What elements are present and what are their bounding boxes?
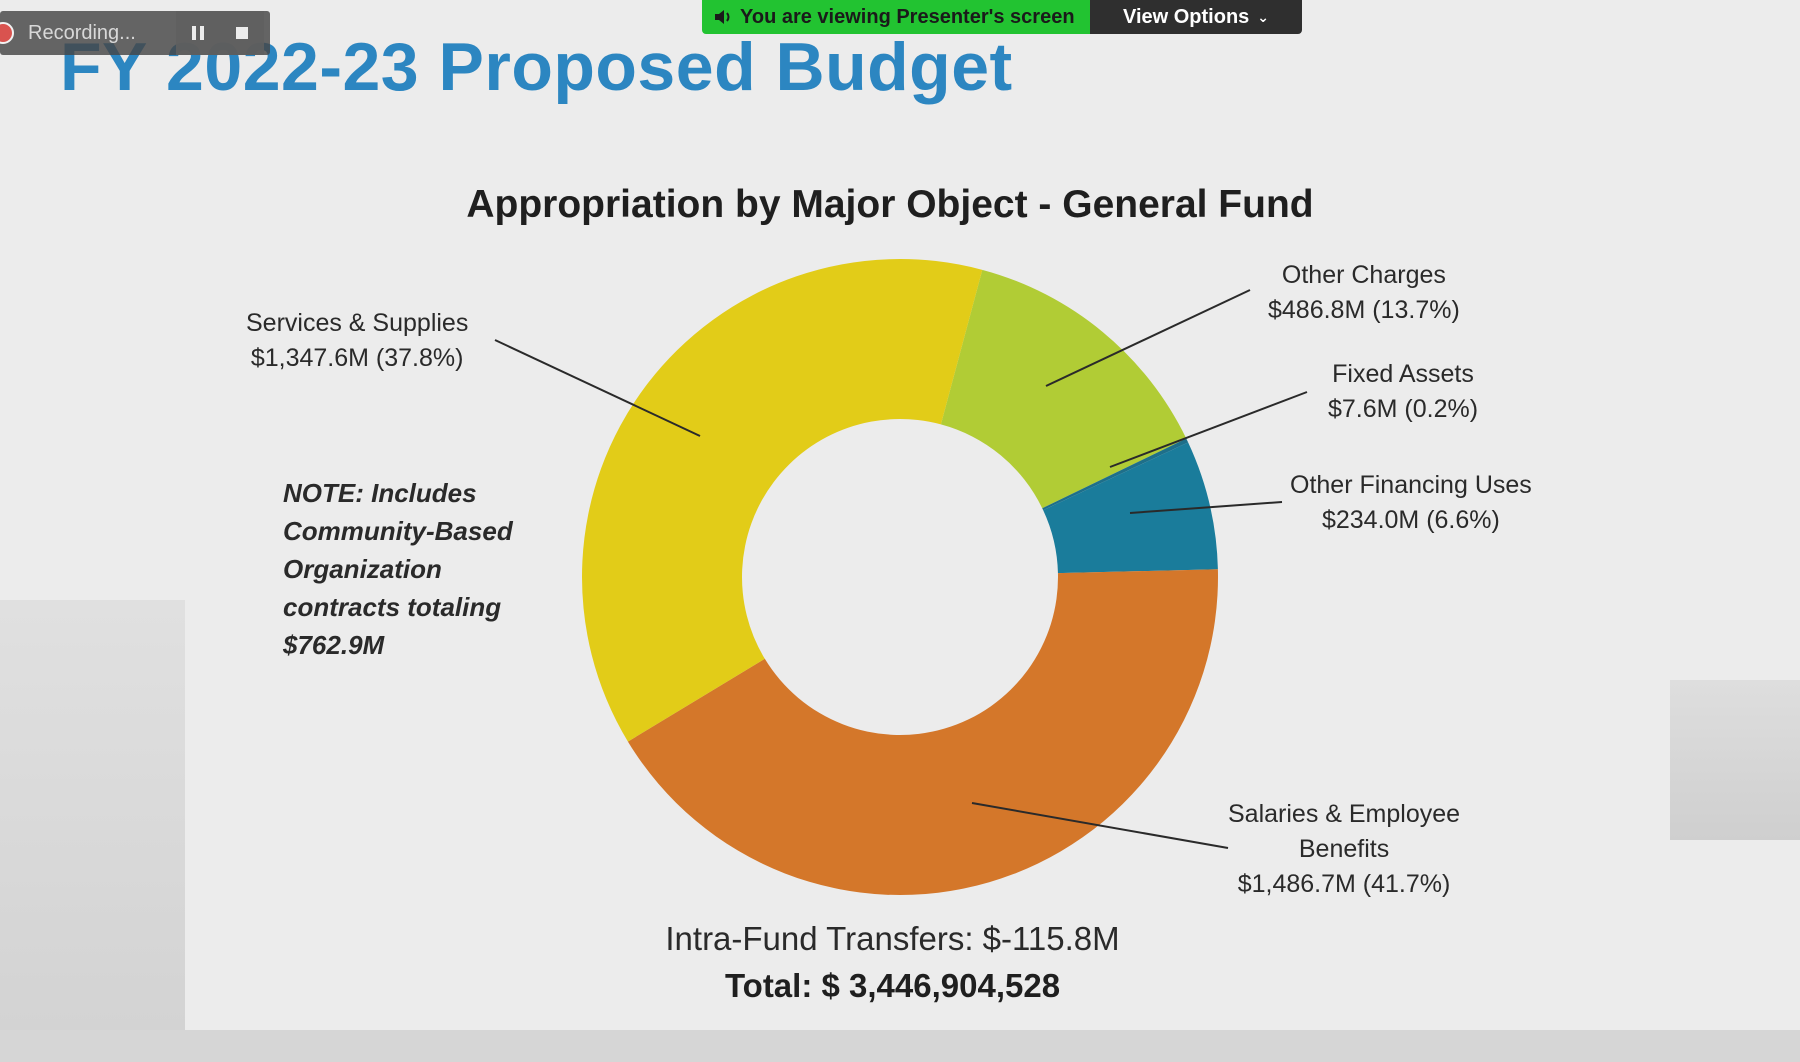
label-salaries-name-1: Salaries & Employee bbox=[1228, 800, 1461, 828]
label-other-charges: Other Charges $486.8M (13.7%) bbox=[1268, 258, 1460, 328]
view-options-button[interactable]: View Options ⌄ bbox=[1090, 0, 1302, 34]
chart-title: Appropriation by Major Object - General … bbox=[466, 183, 1314, 226]
label-fixed-assets-value: $7.6M (0.2%) bbox=[1328, 395, 1479, 423]
view-options-label: View Options bbox=[1122, 5, 1250, 28]
slice-services-supplies bbox=[581, 259, 983, 742]
label-services-value: $1,347.6M (37.8%) bbox=[250, 344, 464, 372]
chevron-down-icon: ⌄ bbox=[1257, 8, 1270, 25]
record-icon bbox=[0, 22, 14, 44]
label-services-name: Services & Supplies bbox=[246, 309, 469, 337]
label-salaries-benefits: Salaries & Employee Benefits $1,486.7M (… bbox=[1228, 797, 1460, 902]
label-fixed-assets-name: Fixed Assets bbox=[1332, 360, 1474, 388]
slice-salaries-employee-benefits bbox=[627, 569, 1218, 895]
label-other-financing-name: Other Financing Uses bbox=[1290, 471, 1532, 499]
stop-recording-button[interactable] bbox=[220, 11, 264, 55]
leader-line-services bbox=[494, 339, 701, 437]
pause-recording-button[interactable] bbox=[176, 11, 220, 55]
slice-other-financing-uses bbox=[1043, 442, 1218, 574]
label-other-financing: Other Financing Uses $234.0M (6.6%) bbox=[1290, 468, 1532, 538]
label-services-supplies: Services & Supplies $1,347.6M (37.8%) bbox=[246, 306, 468, 376]
label-other-charges-value: $486.8M (13.7%) bbox=[1268, 296, 1460, 324]
leader-line-other-financing bbox=[1129, 501, 1283, 514]
backdrop-right bbox=[1670, 680, 1800, 840]
leader-line-other-charges bbox=[1045, 289, 1251, 387]
label-fixed-assets: Fixed Assets $7.6M (0.2%) bbox=[1328, 357, 1478, 427]
intra-fund-transfers: Intra-Fund Transfers: $-115.8M bbox=[665, 920, 1120, 957]
leader-line-salaries bbox=[971, 802, 1229, 849]
backdrop-left bbox=[0, 600, 185, 1062]
label-salaries-value: $1,486.7M (41.7%) bbox=[1237, 870, 1451, 898]
leader-line-fixed-assets bbox=[1109, 391, 1308, 468]
viewing-banner: You are viewing Presenter's screen bbox=[702, 0, 1090, 34]
slice-fixed-assets bbox=[1042, 438, 1189, 511]
backdrop-bottom bbox=[0, 1030, 1800, 1062]
recording-toolbar: Recording... bbox=[0, 11, 270, 55]
cbo-note: NOTE: Includes Community-Based Organizat… bbox=[283, 478, 513, 660]
total-amount: Total: $ 3,446,904,528 bbox=[724, 967, 1061, 1004]
label-salaries-name-2: Benefits bbox=[1298, 835, 1390, 863]
stop-icon bbox=[236, 27, 248, 39]
recording-status: Recording... bbox=[28, 21, 136, 44]
pause-icon bbox=[192, 26, 204, 40]
slice-other-charges bbox=[940, 269, 1187, 509]
label-other-charges-name: Other Charges bbox=[1281, 261, 1446, 289]
viewing-text: You are viewing Presenter's screen bbox=[740, 5, 1075, 28]
label-other-financing-value: $234.0M (6.6%) bbox=[1321, 506, 1500, 534]
speaker-icon bbox=[715, 10, 730, 24]
